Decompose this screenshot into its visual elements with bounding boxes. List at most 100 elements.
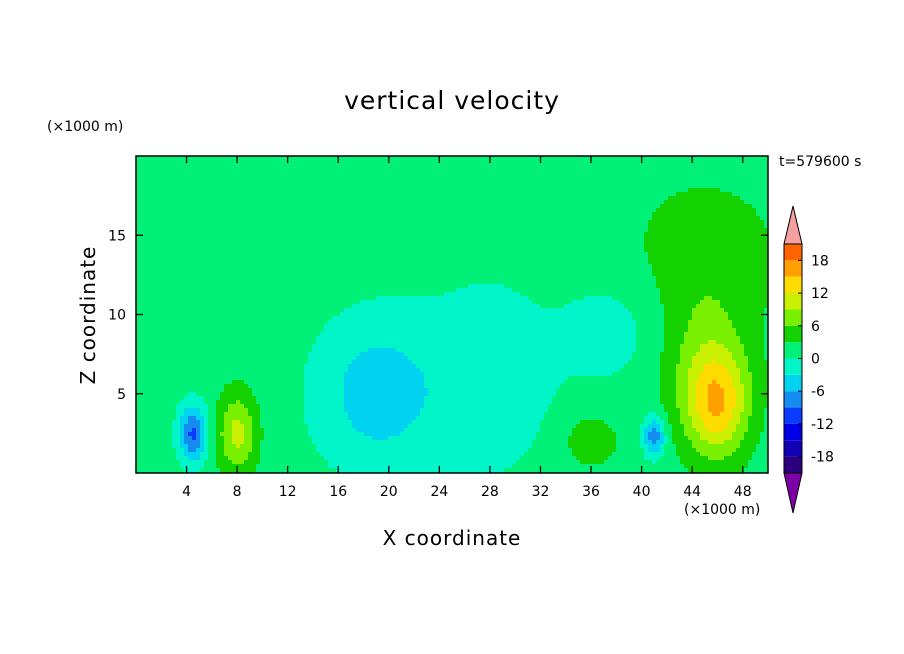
field-cell — [500, 164, 505, 169]
field-cell — [364, 196, 369, 201]
field-cell — [392, 224, 397, 229]
field-cell — [500, 208, 505, 213]
field-cell — [548, 260, 553, 265]
field-cell — [584, 164, 589, 169]
field-cell — [748, 256, 753, 261]
field-cell — [656, 204, 661, 209]
field-cell — [556, 212, 561, 217]
field-cell — [480, 168, 485, 173]
field-cell — [544, 216, 549, 221]
field-cell — [236, 240, 241, 245]
field-cell — [636, 188, 641, 193]
field-cell — [656, 160, 661, 165]
field-cell — [392, 156, 397, 161]
field-cell — [336, 244, 341, 249]
field-cell — [528, 280, 533, 285]
field-cell — [760, 244, 765, 249]
field-cell — [432, 252, 437, 257]
field-cell — [456, 244, 461, 249]
field-cell — [700, 192, 705, 197]
field-cell — [736, 268, 741, 273]
field-cell — [532, 224, 537, 229]
field-cell — [352, 240, 357, 245]
field-cell — [724, 240, 729, 245]
field-cell — [312, 172, 317, 177]
field-cell — [536, 168, 541, 173]
field-cell — [304, 172, 309, 177]
field-cell — [180, 276, 185, 281]
field-cell — [212, 176, 217, 181]
field-cell — [164, 224, 169, 229]
field-cell — [284, 188, 289, 193]
field-cell — [376, 256, 381, 261]
field-cell — [140, 220, 145, 225]
field-cell — [168, 172, 173, 177]
field-cell — [744, 168, 749, 173]
field-cell — [716, 268, 721, 273]
field-cell — [408, 180, 413, 185]
field-cell — [164, 184, 169, 189]
field-cell — [672, 212, 677, 217]
field-cell — [616, 252, 621, 257]
field-cell — [260, 164, 265, 169]
field-cell — [380, 200, 385, 205]
field-cell — [496, 216, 501, 221]
field-cell — [236, 184, 241, 189]
field-cell — [608, 180, 613, 185]
field-cell — [544, 264, 549, 269]
field-cell — [420, 208, 425, 213]
field-cell — [136, 164, 141, 169]
field-cell — [724, 216, 729, 221]
field-cell — [604, 264, 609, 269]
field-cell — [704, 252, 709, 257]
field-cell — [252, 192, 257, 197]
field-cell — [640, 268, 645, 273]
field-cell — [568, 176, 573, 181]
field-cell — [216, 200, 221, 205]
field-cell — [428, 260, 433, 265]
field-cell — [256, 224, 261, 229]
field-cell — [216, 156, 221, 161]
field-cell — [308, 192, 313, 197]
field-cell — [584, 180, 589, 185]
field-cell — [576, 232, 581, 237]
field-cell — [220, 200, 225, 205]
field-cell — [652, 248, 657, 253]
field-cell — [172, 196, 177, 201]
field-cell — [492, 176, 497, 181]
field-cell — [332, 176, 337, 181]
field-cell — [716, 260, 721, 265]
field-cell — [412, 244, 417, 249]
field-cell — [160, 204, 165, 209]
field-cell — [628, 180, 633, 185]
field-cell — [752, 192, 757, 197]
field-cell — [388, 228, 393, 233]
field-cell — [344, 164, 349, 169]
field-cell — [280, 212, 285, 217]
field-cell — [248, 236, 253, 241]
field-cell — [184, 276, 189, 281]
field-cell — [220, 156, 225, 161]
field-cell — [188, 220, 193, 225]
field-cell — [260, 248, 265, 253]
field-cell — [752, 168, 757, 173]
field-cell — [412, 236, 417, 241]
field-cell — [360, 224, 365, 229]
field-cell — [204, 168, 209, 173]
field-cell — [712, 168, 717, 173]
field-cell — [564, 164, 569, 169]
field-cell — [496, 244, 501, 249]
field-cell — [560, 172, 565, 177]
field-cell — [264, 212, 269, 217]
field-cell — [372, 160, 377, 165]
field-cell — [260, 280, 265, 285]
field-cell — [632, 256, 637, 261]
field-cell — [532, 240, 537, 245]
field-cell — [248, 276, 253, 281]
field-cell — [720, 256, 725, 261]
field-cell — [504, 196, 509, 201]
field-cell — [436, 176, 441, 181]
field-cell — [516, 244, 521, 249]
field-cell — [680, 268, 685, 273]
field-cell — [432, 200, 437, 205]
